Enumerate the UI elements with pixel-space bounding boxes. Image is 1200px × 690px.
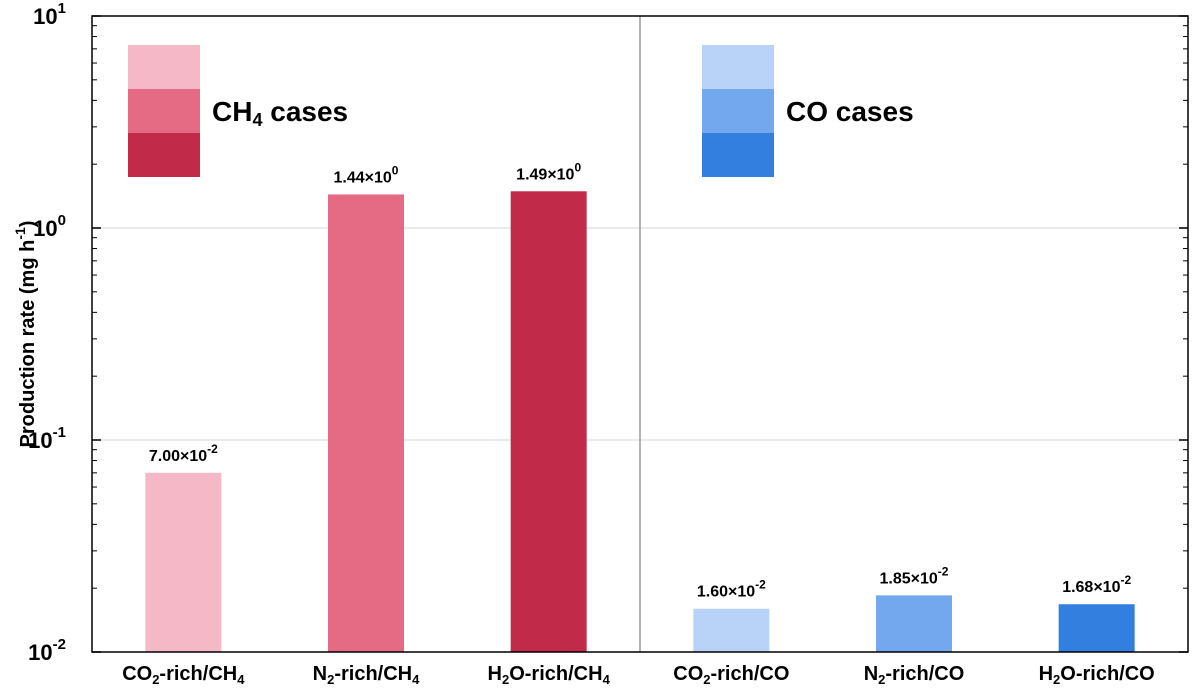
legend-label: CO cases xyxy=(786,96,914,127)
y-tick-label: 10-2 xyxy=(28,636,66,665)
x-category-label: CO2-rich/CH4 xyxy=(122,663,245,687)
bar xyxy=(145,472,222,652)
x-category-label: H2O-rich/CO xyxy=(1039,663,1155,687)
data-label: 1.68×10-2 xyxy=(1062,573,1131,596)
legend-label: CH4 cases xyxy=(212,96,348,130)
x-category-label: H2O-rich/CH4 xyxy=(488,663,611,687)
legend-swatch xyxy=(702,45,774,89)
bar xyxy=(693,608,770,652)
x-category-label: N2-rich/CO xyxy=(864,663,965,687)
y-tick-label: 10-1 xyxy=(28,424,66,453)
data-label: 1.44×100 xyxy=(334,163,399,186)
data-label: 1.85×10-2 xyxy=(880,564,949,587)
x-category-label: N2-rich/CH4 xyxy=(313,663,420,687)
bar xyxy=(510,191,587,652)
data-label: 1.60×10-2 xyxy=(697,578,766,601)
legend-swatch xyxy=(702,133,774,177)
bar xyxy=(876,595,952,652)
x-category-label: CO2-rich/CO xyxy=(673,663,789,687)
data-label: 7.00×10-2 xyxy=(149,442,218,465)
axes-frame xyxy=(91,15,1189,653)
y-tick-label: 100 xyxy=(33,212,66,241)
legend-swatch xyxy=(128,45,200,89)
data-label: 1.49×100 xyxy=(516,160,581,183)
legend-swatch xyxy=(702,89,774,133)
legend-swatch xyxy=(128,89,200,133)
y-axis-label: Production rate (mg h-1) xyxy=(12,221,39,448)
y-tick-label: 101 xyxy=(33,0,66,29)
legend-swatch xyxy=(128,133,200,177)
bar xyxy=(328,194,404,652)
bar xyxy=(1058,604,1135,652)
